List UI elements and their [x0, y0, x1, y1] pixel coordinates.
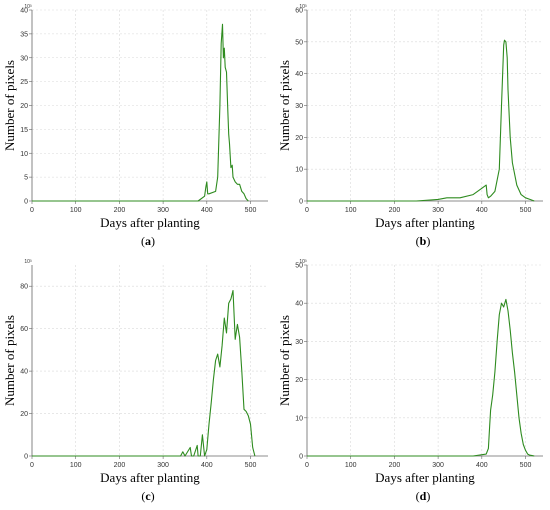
series-line [32, 23, 249, 202]
y-tick-label: 30 [295, 103, 303, 110]
y-tick-label: 20 [295, 377, 303, 384]
x-tick-label: 400 [201, 462, 213, 469]
x-tick-label: 400 [201, 207, 213, 214]
x-tick-label: 500 [520, 462, 532, 469]
y-tick-label: 20 [20, 411, 28, 418]
x-tick-label: 500 [520, 207, 532, 214]
y-tick-label: 20 [295, 135, 303, 142]
y-multiplier-label: 10³ [24, 259, 32, 265]
x-tick-label: 300 [432, 462, 444, 469]
y-tick-label: 80 [20, 284, 28, 291]
chart-c-svg: 0 100 200 300 400 500 0 20 40 60 80 10³ Days after p… [2, 259, 268, 503]
y-tick-label: 25 [20, 79, 28, 86]
y-tick-label: 10 [20, 151, 28, 158]
x-tick-label: 200 [114, 462, 126, 469]
x-axis-title: Days after planting [375, 470, 475, 485]
y-tick-label: 60 [295, 8, 303, 15]
x-tick-label: 100 [70, 207, 82, 214]
x-tick-label: 500 [245, 207, 257, 214]
y-tick-label: 30 [20, 55, 28, 62]
y-multiplier-label: 10³ [299, 4, 307, 10]
x-tick-label: 0 [305, 207, 309, 214]
x-tick-label: 0 [30, 462, 34, 469]
y-multiplier-label: 10³ [299, 259, 307, 265]
y-tick-label: 0 [299, 199, 303, 206]
chart-panel-b: 0 100 200 300 400 500 0 10 20 30 40 50 60 10³ Days aft… [275, 0, 550, 255]
panel-caption: (a) [141, 234, 155, 248]
y-tick-label: 20 [20, 103, 28, 110]
y-tick-label: 0 [24, 454, 28, 461]
y-tick-label: 60 [20, 326, 28, 333]
x-tick-label: 200 [389, 207, 401, 214]
y-axis-title: Number of pixels [2, 60, 17, 151]
y-tick-label: 30 [295, 339, 303, 346]
y-tick-label: 50 [295, 39, 303, 46]
x-tick-label: 500 [245, 462, 257, 469]
y-tick-label: 15 [20, 127, 28, 134]
y-tick-label: 40 [20, 369, 28, 376]
series-line [307, 39, 535, 202]
x-tick-label: 300 [157, 462, 169, 469]
panel-caption: (d) [416, 489, 431, 503]
y-tick-label: 0 [299, 454, 303, 461]
y-axis-title: Number of pixels [277, 315, 292, 406]
x-tick-label: 100 [70, 462, 82, 469]
x-tick-label: 100 [345, 207, 357, 214]
x-tick-label: 0 [305, 462, 309, 469]
panel-caption: (c) [141, 489, 154, 503]
series-line [32, 289, 256, 457]
x-axis-title: Days after planting [375, 215, 475, 230]
chart-panel-c: 0 100 200 300 400 500 0 20 40 60 80 10³ Days after p… [0, 255, 275, 510]
x-axis-title: Days after planting [100, 215, 200, 230]
y-tick-label: 40 [295, 301, 303, 308]
y-tick-label: 10 [295, 167, 303, 174]
x-tick-label: 200 [114, 207, 126, 214]
y-tick-label: 35 [20, 31, 28, 38]
chart-panel-a: 0 100 200 300 400 500 0 5 10 15 20 25 30 35 40 10³ Days … [0, 0, 275, 255]
x-tick-label: 400 [476, 462, 488, 469]
panel-caption: (b) [416, 234, 431, 248]
y-axis-title: Number of pixels [2, 315, 17, 406]
x-tick-label: 100 [345, 462, 357, 469]
y-axis-title: Number of pixels [277, 60, 292, 151]
x-tick-label: 400 [476, 207, 488, 214]
y-tick-label: 10 [295, 415, 303, 422]
x-tick-label: 200 [389, 462, 401, 469]
x-axis-title: Days after planting [100, 470, 200, 485]
y-tick-label: 50 [295, 263, 303, 270]
y-multiplier-label: 10³ [24, 4, 32, 10]
y-tick-label: 0 [24, 199, 28, 206]
y-tick-label: 40 [20, 8, 28, 15]
series-line [307, 298, 535, 457]
y-tick-label: 5 [24, 175, 28, 182]
chart-panel-d: 0 100 200 300 400 500 0 10 20 30 40 50 10³ Days after… [275, 255, 550, 510]
x-tick-label: 300 [157, 207, 169, 214]
y-tick-label: 40 [295, 71, 303, 78]
x-tick-label: 0 [30, 207, 34, 214]
x-tick-label: 300 [432, 207, 444, 214]
